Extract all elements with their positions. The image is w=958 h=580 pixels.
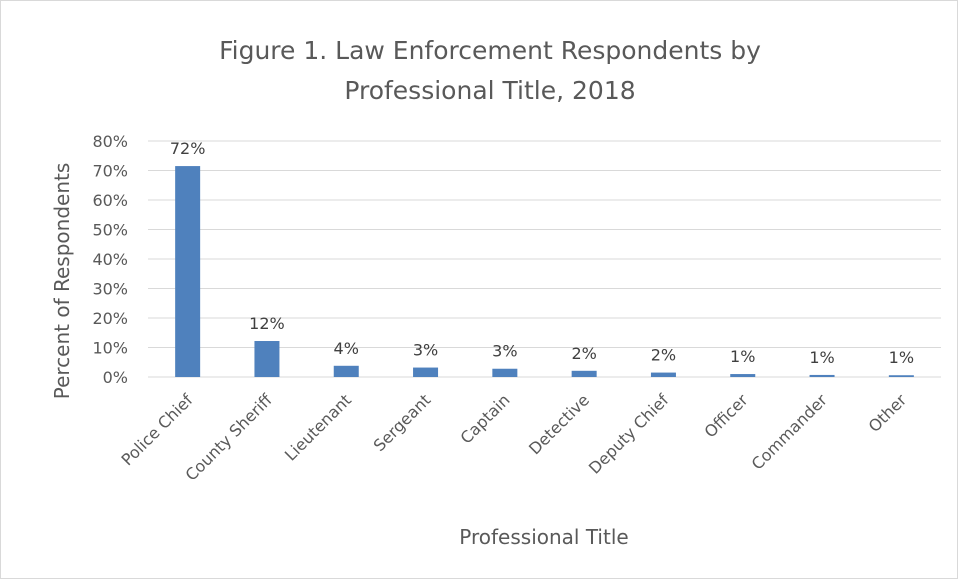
y-axis-title: Percent of Respondents	[50, 163, 74, 400]
bar	[809, 374, 835, 377]
category-label: Sergeant	[370, 390, 435, 455]
chart-title-line-1: Figure 1. Law Enforcement Respondents by	[219, 36, 761, 65]
y-tick-labels: 0% 10% 20% 30% 40% 50% 60% 70% 80%	[92, 132, 128, 387]
data-label: 4%	[334, 339, 359, 358]
x-axis-title: Professional Title	[459, 525, 628, 549]
data-label: 1%	[889, 348, 914, 367]
y-tick-label: 40%	[92, 250, 128, 269]
category-label: Captain	[457, 390, 514, 447]
bars	[175, 166, 914, 377]
data-label: 12%	[249, 314, 285, 333]
category-label: Commander	[748, 390, 831, 473]
data-label: 72%	[170, 139, 206, 158]
data-label: 3%	[413, 341, 438, 360]
bar	[492, 368, 518, 377]
y-tick-label: 80%	[92, 132, 128, 151]
bar	[175, 166, 201, 377]
y-tick-label: 70%	[92, 162, 128, 181]
data-label: 3%	[492, 342, 517, 361]
bar	[888, 375, 914, 377]
y-tick-label: 10%	[92, 339, 128, 358]
bar	[650, 372, 676, 377]
data-labels: 72% 12% 4% 3% 3% 2% 2% 1% 1% 1%	[170, 139, 914, 367]
category-label: Lieutenant	[281, 390, 355, 464]
data-label: 1%	[809, 348, 834, 367]
y-tick-label: 60%	[92, 191, 128, 210]
data-label: 2%	[651, 346, 676, 365]
category-label: Detective	[525, 390, 593, 458]
category-label: Officer	[700, 390, 751, 441]
y-tick-label: 50%	[92, 221, 128, 240]
category-label: Deputy Chief	[585, 390, 673, 478]
bar	[730, 374, 756, 377]
data-label: 2%	[571, 344, 596, 363]
y-tick-label: 0%	[103, 368, 128, 387]
bar	[571, 370, 597, 377]
category-label: Other	[865, 390, 911, 436]
y-tick-label: 30%	[92, 280, 128, 299]
bar	[333, 365, 359, 377]
category-label: Police Chief	[117, 390, 196, 469]
gridlines	[148, 140, 941, 378]
data-label: 1%	[730, 347, 755, 366]
bar	[254, 341, 280, 377]
chart-title-line-2: Professional Title, 2018	[344, 76, 635, 105]
bar	[413, 367, 439, 377]
y-tick-label: 20%	[92, 309, 128, 328]
